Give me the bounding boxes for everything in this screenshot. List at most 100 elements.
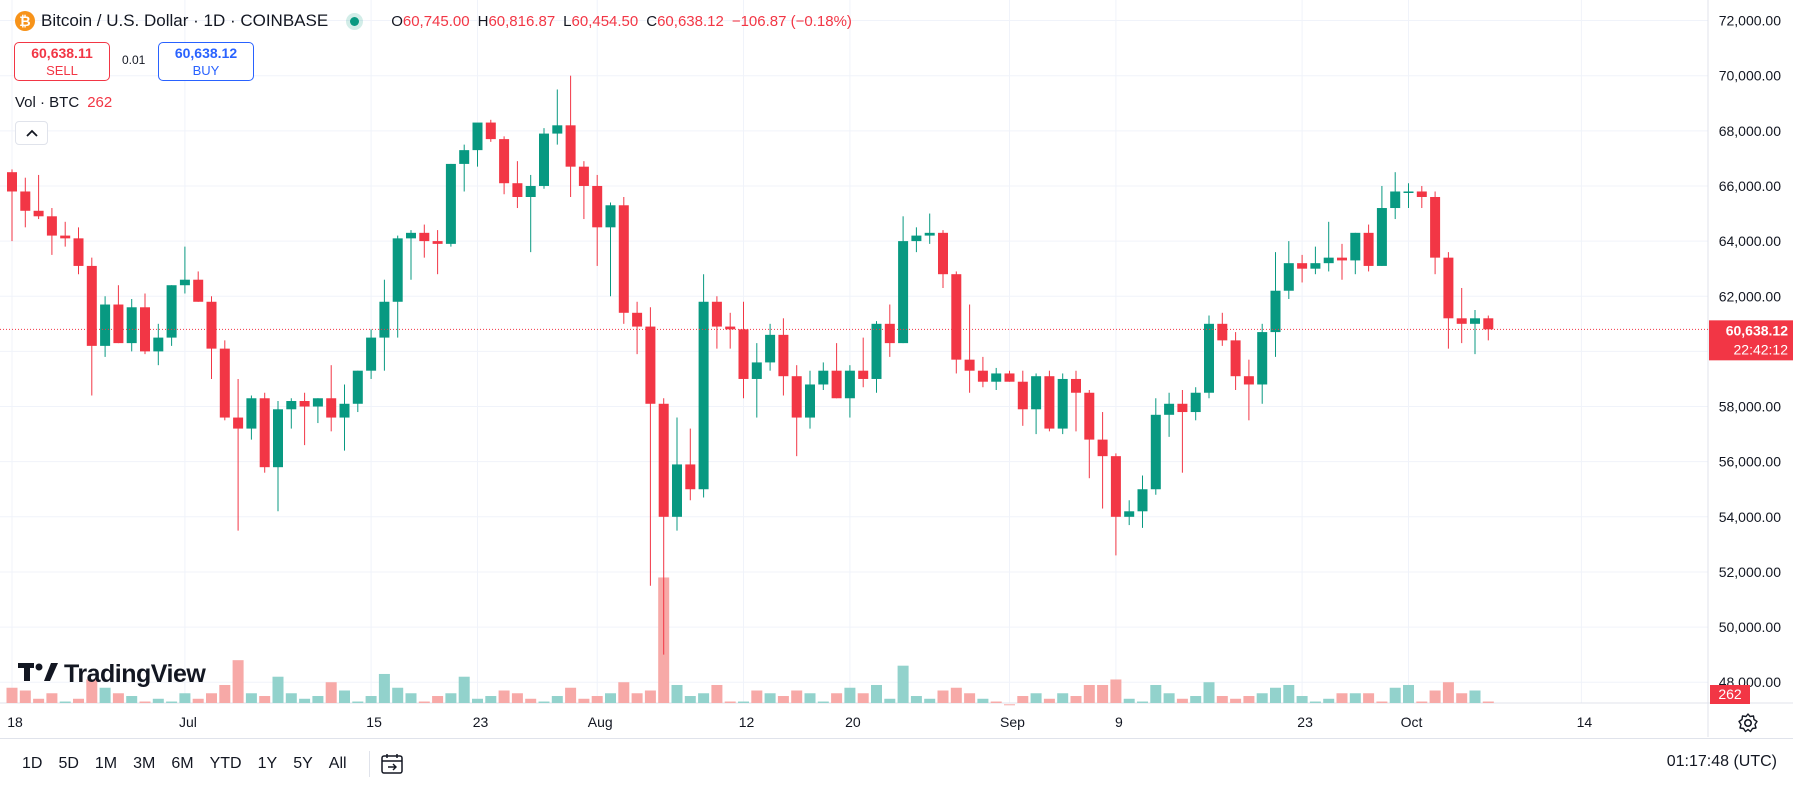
x-tick-label: Jul (179, 714, 197, 730)
volume-bar (525, 698, 537, 703)
close-value: 60,638.12 (657, 12, 724, 30)
candle-body (366, 337, 377, 371)
candle-body (977, 370, 988, 382)
candle-body (818, 370, 829, 385)
candle-body (1270, 290, 1281, 333)
volume-bar (6, 687, 18, 703)
volume-bar (1270, 687, 1281, 703)
volume-bar (458, 676, 470, 703)
range-5d-button[interactable]: 5D (58, 754, 79, 772)
volume-bar (1030, 693, 1042, 703)
symbol-title[interactable]: Bitcoin / U.S. Dollar · 1D · COINBASE (41, 11, 329, 30)
range-1y-button[interactable]: 1Y (257, 754, 278, 772)
candle-body (1124, 511, 1135, 517)
utc-clock[interactable]: 01:17:48 (UTC) (1666, 753, 1777, 770)
candle-body (1456, 318, 1467, 324)
range-1m-button[interactable]: 1M (94, 754, 118, 772)
candle-body (406, 232, 416, 239)
candle-body (805, 384, 815, 418)
volume-legend: Vol · BTC 262 (15, 94, 112, 111)
volume-bar (1376, 701, 1388, 703)
volume-bar (219, 684, 231, 703)
volume-bar (73, 698, 84, 703)
volume-bar (1043, 698, 1055, 703)
volume-bar (1163, 693, 1175, 703)
volume-bar (59, 701, 71, 703)
candle-body (1483, 318, 1494, 330)
change-value: −106.87 (−0.18%) (731, 12, 852, 30)
volume-bar (751, 690, 763, 703)
candle-body (259, 398, 270, 468)
spread-value: 0.01 (122, 53, 146, 67)
buy-button[interactable]: 60,638.12 BUY (158, 42, 254, 81)
candle-body (605, 205, 616, 228)
volume-bar (511, 693, 523, 703)
volume-bar (112, 693, 124, 703)
date-range-icon[interactable] (378, 752, 406, 776)
low-value: 60,454.50 (571, 12, 639, 30)
close-label: C (646, 12, 658, 30)
candle-body (938, 232, 948, 275)
candle-body (153, 337, 164, 352)
volume-legend-label: Vol · BTC (15, 94, 80, 111)
volume-bar (472, 698, 483, 703)
bottom-toolbar: 1D 5D 1M 3M 6M YTD 1Y 5Y All 01:17:48 (U… (0, 738, 1793, 788)
range-5y-button[interactable]: 5Y (293, 754, 313, 772)
last-price-label: 60,638.12 (1726, 322, 1788, 338)
tradingview-logo[interactable]: TradingView (18, 660, 206, 689)
range-3m-button[interactable]: 3M (133, 754, 156, 772)
volume-bar (1403, 684, 1414, 703)
volume-bar (1389, 687, 1401, 703)
volume-bar (1442, 682, 1454, 703)
volume-bar (791, 690, 803, 703)
volume-last-tag (1710, 685, 1750, 704)
candle-body (1403, 191, 1414, 193)
y-tick-label: 62,000.00 (1719, 288, 1781, 304)
candle-body (126, 307, 137, 344)
range-all-button[interactable]: All (328, 754, 347, 772)
volume-bar (1017, 696, 1029, 703)
candle-body (1177, 403, 1188, 413)
candle-body (725, 326, 736, 330)
gear-icon[interactable] (1736, 711, 1760, 735)
volume-bar (1190, 696, 1202, 703)
candle-body (1243, 376, 1254, 385)
candle-body (1257, 332, 1268, 385)
range-ytd-button[interactable]: YTD (209, 754, 242, 772)
sell-button[interactable]: 60,638.11 SELL (14, 42, 110, 81)
candle-body (485, 122, 496, 140)
y-tick-label: 54,000.00 (1719, 509, 1781, 525)
candle-body (685, 464, 696, 490)
y-tick-label: 50,000.00 (1719, 619, 1781, 635)
candle-body (233, 417, 244, 429)
volume-bar (1150, 684, 1162, 703)
collapse-legend-button[interactable] (15, 121, 48, 145)
volume-bar (764, 693, 776, 703)
price-chart[interactable]: 48,000.0050,000.0052,000.0054,000.0056,0… (0, 0, 1793, 737)
volume-bar (1296, 696, 1308, 703)
range-6m-button[interactable]: 6M (171, 754, 194, 772)
candle-body (392, 238, 403, 302)
candle-body (1110, 456, 1121, 517)
volume-bar (990, 701, 1002, 703)
volume-bar (910, 696, 922, 703)
candle-body (299, 401, 310, 407)
candle-body (711, 301, 722, 327)
symbol-legend: ₿ Bitcoin / U.S. Dollar · 1D · COINBASE … (15, 8, 852, 34)
volume-bar (339, 690, 350, 703)
candle-body (698, 301, 709, 490)
volume-bar (206, 693, 217, 703)
range-1d-button[interactable]: 1D (22, 754, 43, 772)
volume-bar (538, 701, 550, 703)
volume-bar (777, 696, 789, 703)
volume-bar (1336, 693, 1348, 703)
chevron-up-icon (25, 129, 38, 137)
volume-bar (1363, 693, 1375, 703)
candle-body (658, 403, 669, 517)
candle-body (46, 216, 57, 236)
candle-body (765, 334, 776, 363)
volume-bar (445, 693, 457, 703)
x-tick-label: Oct (1401, 714, 1423, 730)
volume-bar (432, 696, 444, 703)
x-tick-label: 23 (1297, 714, 1313, 730)
